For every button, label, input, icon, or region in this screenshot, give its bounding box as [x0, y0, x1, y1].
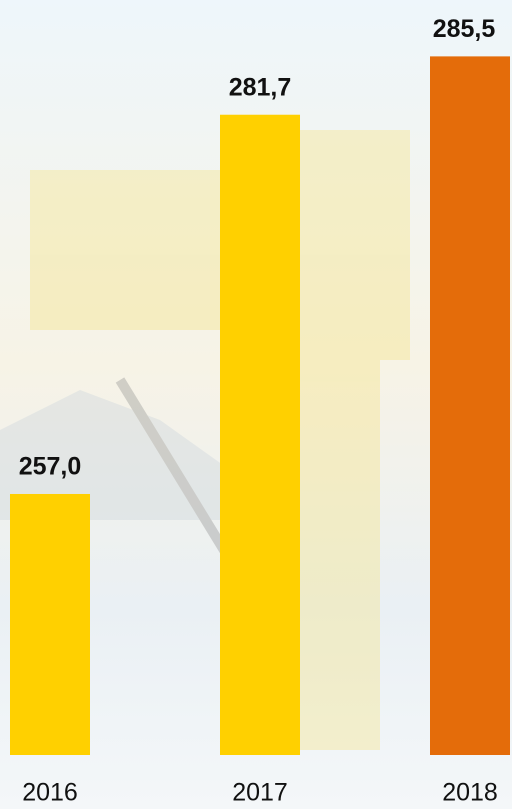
- value-label: 281,7: [229, 73, 292, 101]
- value-label: 257,0: [19, 453, 82, 481]
- x-tick-label: 2016: [22, 779, 78, 807]
- bar: [220, 114, 300, 755]
- x-tick-label: 2017: [232, 779, 288, 807]
- bar: [430, 56, 510, 755]
- background-image: [0, 130, 410, 750]
- bar: [10, 493, 90, 755]
- value-label: 285,5: [433, 15, 496, 43]
- x-tick-label: 2018: [442, 779, 498, 807]
